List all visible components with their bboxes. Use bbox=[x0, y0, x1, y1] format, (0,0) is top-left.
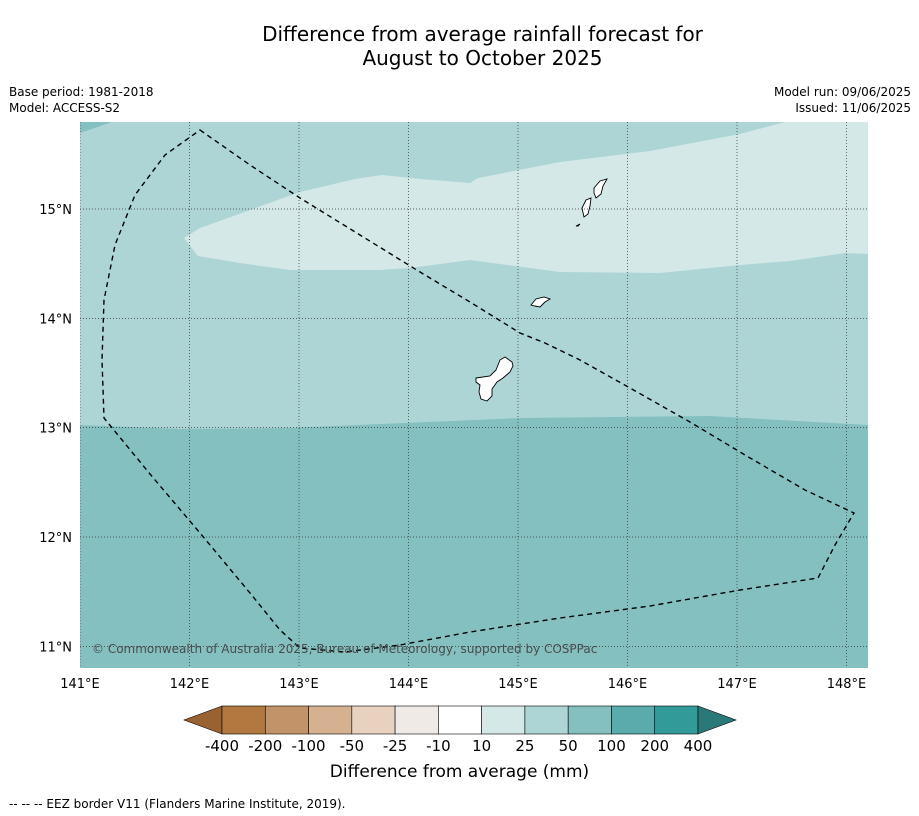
eez-footnote: -- -- -- EEZ border V11 (Flanders Marine… bbox=[9, 797, 346, 811]
longitude-tick-label: 146°E bbox=[608, 677, 648, 692]
colorbar-swatch bbox=[567, 705, 612, 735]
model-text: Model: ACCESS-S2 bbox=[9, 101, 121, 115]
latitude-tick-label: 13°N bbox=[39, 422, 72, 437]
anomaly-band-50-100-corner bbox=[80, 122, 112, 133]
island-aguijan bbox=[575, 223, 581, 227]
latitude-tick-labels: 15°N 14°N 13°N 12°N 11°N bbox=[39, 203, 72, 656]
longitude-tick-label: 144°E bbox=[389, 677, 429, 692]
colorbar-tick-label: -100 bbox=[291, 737, 326, 755]
latitude-tick-label: 14°N bbox=[39, 313, 72, 328]
colorbar-swatch bbox=[438, 705, 482, 735]
longitude-tick-label: 145°E bbox=[498, 677, 538, 692]
map-plot-area: © Commonwealth of Australia 2025, Bureau… bbox=[80, 122, 868, 668]
colorbar-extend-low bbox=[183, 705, 223, 735]
longitude-tick-label: 141°E bbox=[60, 677, 100, 692]
colorbar-extend-high bbox=[697, 705, 737, 735]
colorbar-tick-label: 10 bbox=[472, 737, 492, 755]
island-group bbox=[475, 178, 608, 402]
island-guam bbox=[475, 356, 514, 402]
longitude-tick-label: 147°E bbox=[717, 677, 757, 692]
colorbar-swatch bbox=[481, 705, 526, 735]
meta-right: Model run: 09/06/2025 Issued: 11/06/2025 bbox=[774, 84, 911, 116]
colorbar-swatch bbox=[611, 705, 656, 735]
colorbar bbox=[183, 705, 737, 735]
colorbar-swatch bbox=[394, 705, 439, 735]
chart-title: Difference from average rainfall forecas… bbox=[0, 22, 919, 70]
issued-text: Issued: 11/06/2025 bbox=[795, 101, 911, 115]
colorbar-tick-label: -25 bbox=[382, 737, 408, 755]
colorbar-tick-label: 400 bbox=[683, 737, 713, 755]
colorbar-swatch bbox=[524, 705, 569, 735]
colorbar-swatch bbox=[308, 705, 353, 735]
colorbar-title: Difference from average (mm) bbox=[329, 762, 590, 782]
colorbar-swatch bbox=[654, 705, 699, 735]
longitude-tick-label: 143°E bbox=[279, 677, 319, 692]
colorbar-tick-label: 25 bbox=[515, 737, 535, 755]
meta-left: Base period: 1981-2018 Model: ACCESS-S2 bbox=[9, 84, 154, 116]
colorbar-tick-label: 50 bbox=[558, 737, 578, 755]
latitude-tick-label: 15°N bbox=[39, 203, 72, 218]
island-saipan bbox=[593, 178, 608, 199]
colorbar-swatch bbox=[264, 705, 309, 735]
longitude-tick-label: 148°E bbox=[827, 677, 867, 692]
longitude-tick-label: 142°E bbox=[170, 677, 210, 692]
latitude-tick-label: 11°N bbox=[39, 641, 72, 656]
title-line-2: August to October 2025 bbox=[362, 46, 603, 70]
longitude-tick-labels: 141°E 142°E 143°E 144°E 145°E 146°E 147°E 148°E bbox=[60, 677, 866, 692]
island-tinian bbox=[581, 197, 592, 218]
colorbar-tick-label: 100 bbox=[597, 737, 626, 755]
latitude-tick-label: 12°N bbox=[39, 531, 72, 546]
anomaly-band-10-25 bbox=[184, 122, 868, 273]
colorbar-tick-label: 200 bbox=[640, 737, 670, 755]
title-line-1: Difference from average rainfall forecas… bbox=[262, 22, 703, 46]
colorbar-tick-label: -10 bbox=[426, 737, 451, 755]
model-run-text: Model run: 09/06/2025 bbox=[773, 85, 911, 99]
island-rota bbox=[530, 296, 552, 308]
colorbar-swatch bbox=[221, 705, 266, 735]
base-period-text: Base period: 1981-2018 bbox=[9, 85, 154, 99]
colorbar-tick-label: -200 bbox=[248, 737, 283, 755]
colorbar-tick-label: -400 bbox=[204, 737, 240, 755]
colorbar-swatch bbox=[351, 705, 396, 735]
gridlines bbox=[80, 122, 868, 668]
colorbar-tick-label: -50 bbox=[339, 737, 365, 755]
copyright-text: © Commonwealth of Australia 2025, Bureau… bbox=[92, 642, 597, 656]
eez-border bbox=[101, 129, 855, 653]
